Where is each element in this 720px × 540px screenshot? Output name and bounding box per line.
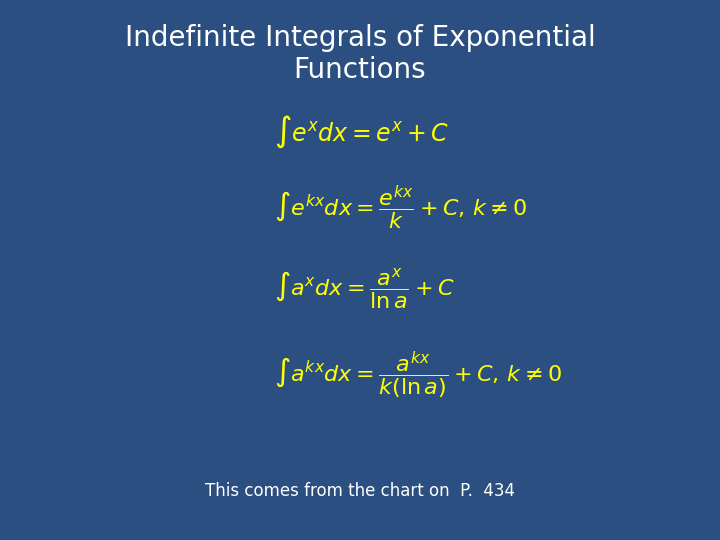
Text: $\int e^{kx}dx = \dfrac{e^{kx}}{k}+C,\,k\neq 0$: $\int e^{kx}dx = \dfrac{e^{kx}}{k}+C,\,k… (274, 184, 527, 232)
Text: $\int e^{x}dx = e^{x}+C$: $\int e^{x}dx = e^{x}+C$ (274, 114, 449, 151)
Text: Indefinite Integrals of Exponential: Indefinite Integrals of Exponential (125, 24, 595, 52)
Text: This comes from the chart on  P.  434: This comes from the chart on P. 434 (205, 482, 515, 501)
Text: $\int a^{x}dx = \dfrac{a^{x}}{\mathrm{ln}\,a}+C$: $\int a^{x}dx = \dfrac{a^{x}}{\mathrm{ln… (274, 266, 454, 312)
Text: $\int a^{kx}dx = \dfrac{a^{kx}}{k(\mathrm{ln}\,a)}+C,\,k\neq 0$: $\int a^{kx}dx = \dfrac{a^{kx}}{k(\mathr… (274, 350, 562, 401)
Text: Functions: Functions (294, 56, 426, 84)
